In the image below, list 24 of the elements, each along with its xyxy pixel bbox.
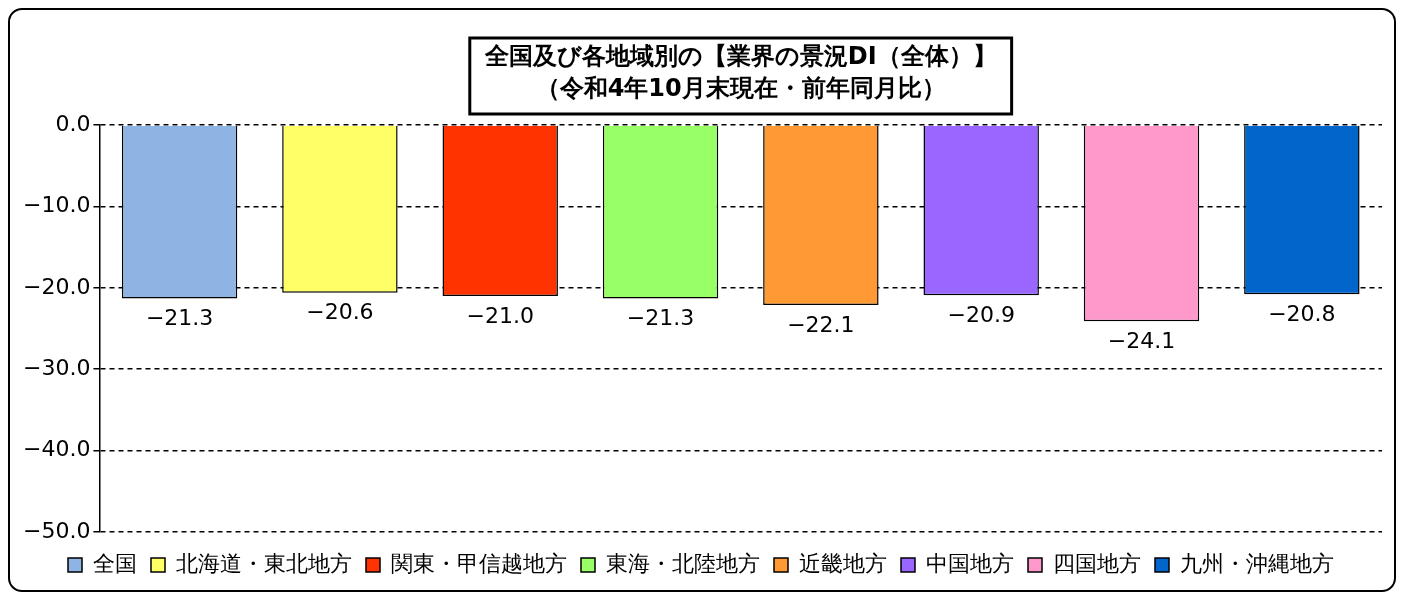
legend-label: 全国 [93,550,137,576]
data-label: −21.3 [626,305,695,331]
legend-label: 北海道・東北地方 [176,550,352,576]
y-tick-label: −10.0 [23,192,91,218]
y-tick-label: −50.0 [23,517,91,543]
y-tick-label: −30.0 [23,354,91,380]
data-label: −21.3 [145,305,214,331]
legend-label: 関東・甲信越地方 [391,550,567,576]
legend-label: 四国地方 [1053,550,1141,576]
legend-label: 近畿地方 [799,550,887,576]
data-label: −24.1 [1107,327,1176,353]
data-label: −22.1 [787,311,855,337]
data-label: −20.8 [1268,301,1336,327]
chart-title: 全国及び各地域別の【業界の景況DI（全体）】 [483,42,997,71]
data-label: −20.6 [306,299,374,325]
y-tick-label: 0.0 [55,110,91,136]
legend-label: 東海・北陸地方 [606,550,760,576]
legend-label: 九州・沖縄地方 [1180,550,1334,576]
data-label: −20.9 [947,301,1015,327]
data-label: −21.0 [466,302,534,328]
chart-subtitle: （令和4年10月末現在・前年同月比） [535,74,946,103]
y-tick-label: −20.0 [23,273,91,299]
legend-label: 中国地方 [926,550,1014,576]
y-tick-label: −40.0 [23,436,91,462]
